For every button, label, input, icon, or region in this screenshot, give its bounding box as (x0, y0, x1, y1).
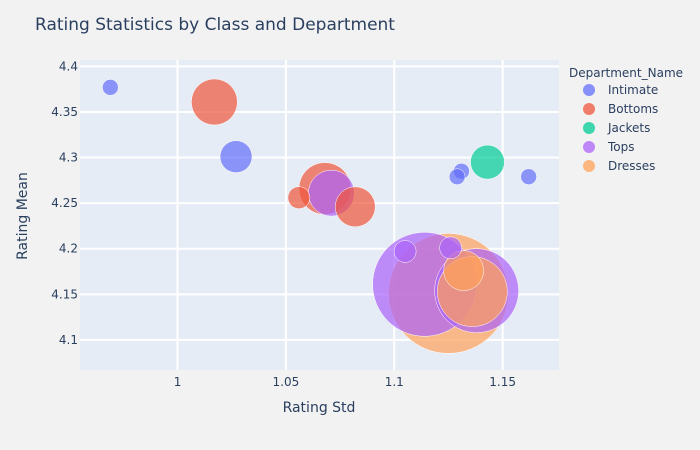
bubble-intimate[interactable] (520, 168, 537, 185)
x-tick-label: 1.1 (385, 375, 404, 389)
y-axis-ticks: 4.1 4.15 4.2 4.25 4.3 4.35 4.4 (51, 59, 78, 347)
bubble-bottoms[interactable] (191, 78, 238, 126)
y-tick-label: 4.2 (59, 242, 78, 256)
bubble-intimate[interactable] (448, 168, 466, 185)
bubble-jackets[interactable] (470, 144, 505, 180)
y-tick-label: 4.4 (59, 59, 78, 73)
legend-item-bottoms[interactable]: Bottoms (583, 102, 658, 116)
y-axis-title: Rating Mean (15, 172, 31, 260)
legend-marker (583, 160, 595, 172)
bubble-tops[interactable] (439, 236, 462, 260)
y-tick-label: 4.35 (51, 105, 78, 119)
legend-item-dresses[interactable]: Dresses (583, 159, 655, 173)
legend-marker (583, 122, 595, 134)
chart-title: Rating Statistics by Class and Departmen… (35, 15, 395, 35)
bubble-dresses[interactable] (443, 250, 484, 291)
y-tick-label: 4.1 (59, 333, 78, 347)
bubble-intimate[interactable] (102, 79, 119, 96)
bubble-bottoms[interactable] (287, 186, 311, 209)
x-tick-label: 1.15 (489, 375, 516, 389)
legend-label: Bottoms (608, 102, 658, 116)
legend-item-intimate[interactable]: Intimate (583, 83, 658, 97)
y-tick-label: 4.25 (51, 196, 78, 210)
bubble-tops[interactable] (393, 240, 417, 263)
x-axis-ticks: 1 1.05 1.1 1.15 (174, 375, 516, 389)
legend-marker (583, 141, 595, 153)
legend-marker (583, 103, 595, 115)
y-tick-label: 4.15 (51, 287, 78, 301)
legend-label: Dresses (608, 159, 655, 173)
y-tick-label: 4.3 (59, 151, 78, 165)
legend-label: Tops (607, 140, 635, 154)
bubble-intimate[interactable] (219, 140, 253, 173)
x-tick-label: 1.05 (273, 375, 300, 389)
legend-label: Intimate (608, 83, 658, 97)
legend-item-jackets[interactable]: Jackets (583, 121, 650, 135)
legend-title: Department_Name (569, 66, 683, 80)
legend-label: Jackets (607, 121, 650, 135)
x-axis-title: Rating Std (283, 400, 356, 416)
legend-marker (583, 84, 595, 96)
data-points (102, 78, 537, 354)
legend[interactable]: Department_Name Intimate Bottoms Jackets To… (569, 66, 683, 173)
x-tick-label: 1 (174, 375, 182, 389)
bubble-bottoms[interactable] (335, 186, 376, 228)
legend-item-tops[interactable]: Tops (583, 140, 635, 154)
